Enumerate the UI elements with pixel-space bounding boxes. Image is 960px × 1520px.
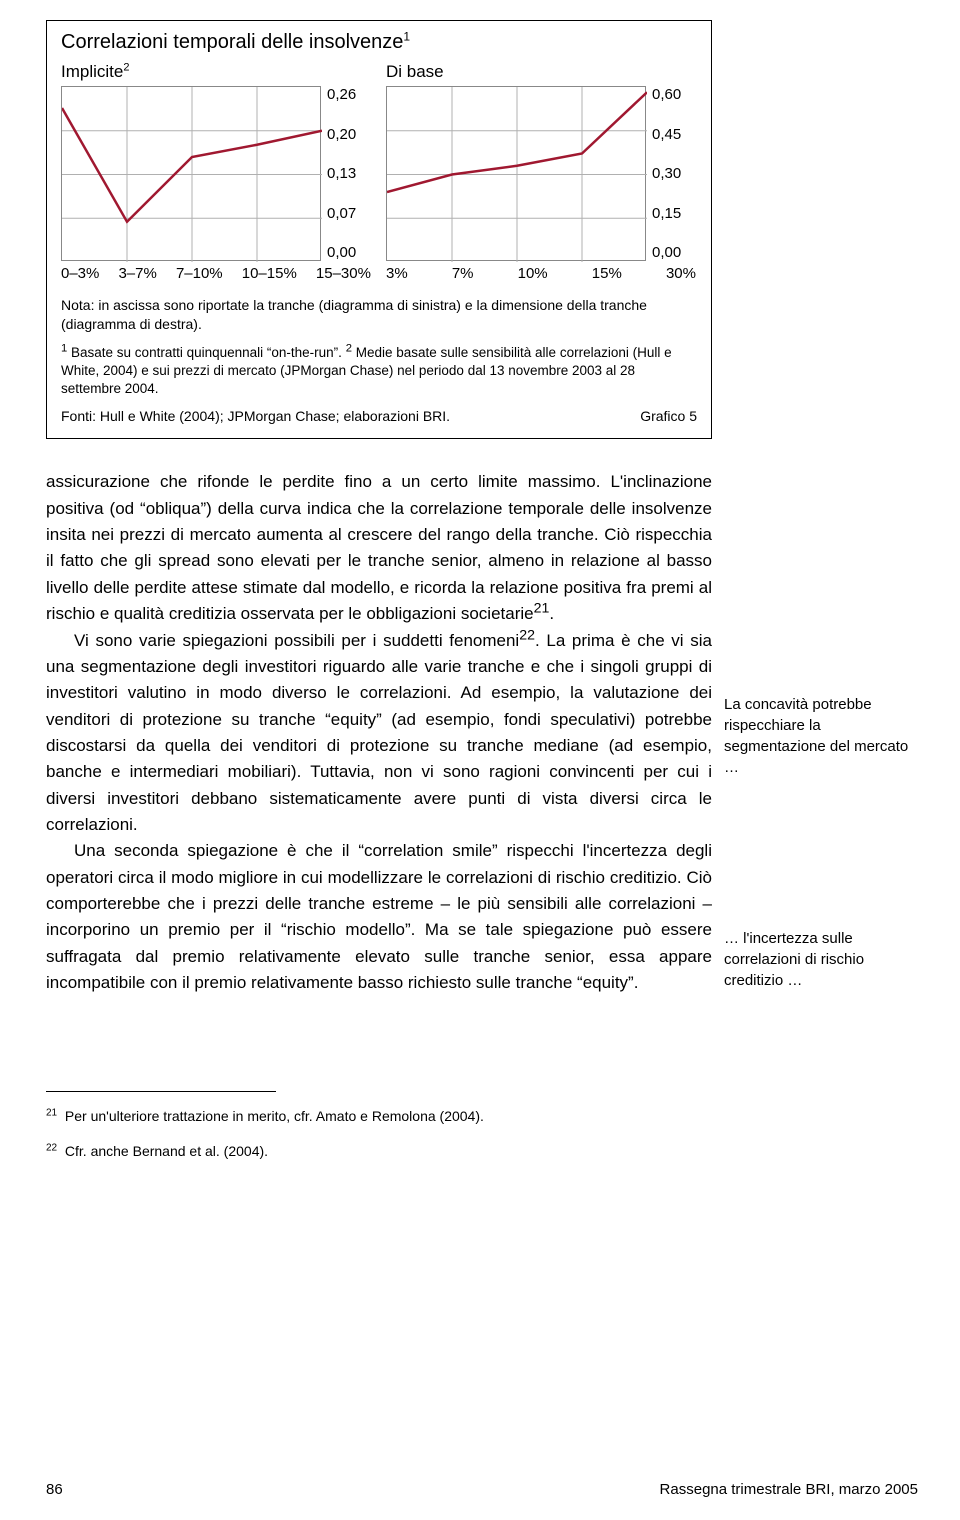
journal-ref: Rassegna trimestrale BRI, marzo 2005 xyxy=(660,1481,918,1498)
p2b: . La prima è che vi sia una segmentazion… xyxy=(46,631,712,834)
x-tick: 0–3% xyxy=(61,265,99,282)
figure-title-text: Correlazioni temporali delle insolvenze xyxy=(61,31,403,53)
y-tick: 0,45 xyxy=(652,126,681,143)
x-tick: 3% xyxy=(386,265,408,282)
footnote-21: 21 Per un'ulteriore trattazione in merit… xyxy=(46,1106,712,1127)
footnotes-separator xyxy=(46,1091,276,1092)
fn1-text: Basate su contratti quinquennali “on-the… xyxy=(67,345,345,360)
margin-note-1: La concavità potrebbe rispecchiare la se… xyxy=(724,694,924,778)
plot-right-wrap: 0,60 0,45 0,30 0,15 0,00 xyxy=(386,86,697,261)
plot-left-wrap: 0,26 0,20 0,13 0,07 0,00 xyxy=(61,86,372,261)
figure-footnotes: 1 Basate su contratti quinquennali “on-t… xyxy=(61,344,697,399)
margin-note-2: … l'incertezza sulle correlazioni di ris… xyxy=(724,928,924,991)
yticks-left: 0,26 0,20 0,13 0,07 0,00 xyxy=(321,86,356,261)
figure-title: Correlazioni temporali delle insolvenze1 xyxy=(61,31,697,54)
x-tick: 30% xyxy=(666,265,696,282)
panels-row: Implicite2 0,26 0,20 0,13 0,07 0,00 0–3% 3–7%… xyxy=(61,62,697,282)
panel-left-title-sup: 2 xyxy=(123,61,129,73)
xticks-right: 3% 7% 10% 15% 30% xyxy=(386,265,696,282)
x-tick: 7–10% xyxy=(176,265,223,282)
panel-left-title-text: Implicite xyxy=(61,62,123,81)
figure-note: Nota: in ascissa sono riportate la tranc… xyxy=(61,296,697,334)
para-1: assicurazione che rifonde le perdite fin… xyxy=(46,469,712,627)
margin-column: La concavità potrebbe rispecchiare la se… xyxy=(724,469,924,1051)
figure-title-sup: 1 xyxy=(403,29,410,43)
figure-box: Correlazioni temporali delle insolvenze1… xyxy=(46,20,712,439)
fn22-sup: 22 xyxy=(46,1143,57,1154)
x-tick: 15% xyxy=(592,265,622,282)
y-tick: 0,00 xyxy=(652,244,681,261)
main-text: assicurazione che rifonde le perdite fin… xyxy=(46,469,712,1051)
p1-sup: 21 xyxy=(534,601,550,617)
page-footer: 86 Rassegna trimestrale BRI, marzo 2005 xyxy=(46,1481,918,1498)
panel-right: Di base 0,600,450,300,150,00 3%7%10%15%3… xyxy=(386,62,697,282)
fn21-text: Per un'ulteriore trattazione in merito, … xyxy=(65,1108,484,1124)
y-tick: 0,30 xyxy=(652,165,681,182)
panel-left-title: Implicite2 xyxy=(61,62,372,82)
figure-sources: Fonti: Hull e White (2004); JPMorgan Cha… xyxy=(61,408,450,424)
fn22-text: Cfr. anche Bernand et al. (2004). xyxy=(65,1143,268,1159)
p2a: Vi sono varie spiegazioni possibili per … xyxy=(74,631,519,650)
x-tick: 3–7% xyxy=(118,265,156,282)
plot-right xyxy=(386,86,646,261)
p2-sup: 22 xyxy=(519,627,535,643)
figure-sources-row: Fonti: Hull e White (2004); JPMorgan Cha… xyxy=(61,408,697,424)
figure-graph-label: Grafico 5 xyxy=(640,408,697,424)
y-tick: 0,26 xyxy=(327,86,356,103)
x-tick: 10% xyxy=(518,265,548,282)
panel-left: Implicite2 0,26 0,20 0,13 0,07 0,00 0–3% 3–7%… xyxy=(61,62,372,282)
y-tick: 0,07 xyxy=(327,205,356,222)
y-tick: 0,20 xyxy=(327,126,356,143)
x-tick: 10–15% xyxy=(242,265,297,282)
fn21-sup: 21 xyxy=(46,1108,57,1119)
x-tick: 7% xyxy=(452,265,474,282)
margin-spacer2 xyxy=(724,838,924,928)
x-tick: 15–30% xyxy=(316,265,371,282)
xticks-left: 0–3% 3–7% 7–10% 10–15% 15–30% xyxy=(61,265,371,282)
p1-text: assicurazione che rifonde le perdite fin… xyxy=(46,472,712,623)
p1-end: . xyxy=(549,604,554,623)
y-tick: 0,15 xyxy=(652,205,681,222)
panel-right-title: Di base xyxy=(386,62,697,82)
main-wrap: assicurazione che rifonde le perdite fin… xyxy=(46,469,960,1051)
y-tick: 0,00 xyxy=(327,244,356,261)
footnote-22: 22 Cfr. anche Bernand et al. (2004). xyxy=(46,1141,712,1162)
y-tick: 0,60 xyxy=(652,86,681,103)
para-3: Una seconda spiegazione è che il “correl… xyxy=(46,838,712,996)
plot-left xyxy=(61,86,321,261)
page-footnotes: 21 Per un'ulteriore trattazione in merit… xyxy=(46,1106,712,1162)
page-number: 86 xyxy=(46,1481,63,1498)
panel-right-title-text: Di base xyxy=(386,62,444,81)
yticks-right: 0,60 0,45 0,30 0,15 0,00 xyxy=(646,86,681,261)
y-tick: 0,13 xyxy=(327,165,356,182)
para-2: Vi sono varie spiegazioni possibili per … xyxy=(46,628,712,839)
margin-spacer xyxy=(724,469,924,694)
